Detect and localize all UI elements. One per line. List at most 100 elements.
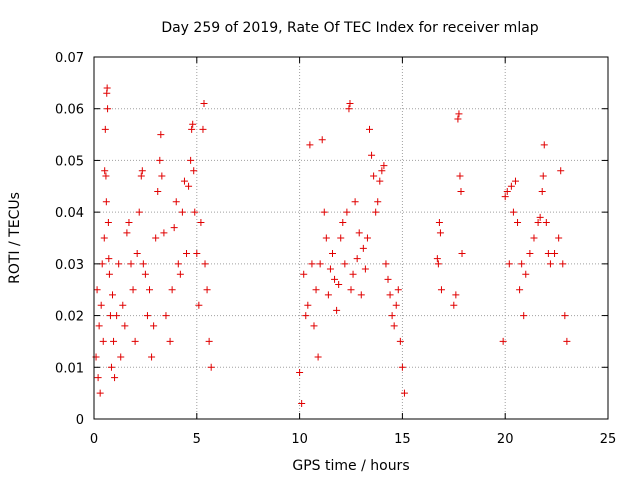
data-point-marker [337, 234, 345, 242]
data-point-marker [378, 167, 386, 175]
data-point-marker [104, 218, 112, 226]
data-point-marker [143, 312, 151, 320]
data-point-marker [339, 218, 347, 226]
data-point-marker [102, 172, 110, 180]
data-point-marker [200, 100, 208, 108]
data-point-marker [522, 270, 530, 278]
data-point-marker [195, 301, 203, 309]
data-point-marker [499, 337, 507, 345]
data-point-marker [351, 198, 359, 206]
data-point-marker [534, 218, 542, 226]
data-point-marker [207, 363, 215, 371]
data-markers [92, 84, 571, 407]
data-point-marker [205, 337, 213, 345]
data-point-marker [306, 141, 314, 149]
data-point-marker [437, 286, 445, 294]
data-point-marker [119, 301, 127, 309]
data-point-marker [450, 301, 458, 309]
data-point-marker [105, 270, 113, 278]
data-point-marker [392, 301, 400, 309]
plot-frame [93, 56, 609, 420]
data-point-marker [106, 312, 114, 320]
data-point-marker [398, 363, 406, 371]
data-point-marker [189, 120, 197, 128]
data-point-marker [117, 353, 125, 361]
data-point-marker [188, 125, 196, 133]
data-point-marker [298, 399, 306, 407]
data-point-marker [154, 187, 162, 195]
data-point-marker [388, 312, 396, 320]
data-point-marker [542, 218, 550, 226]
data-point-marker [302, 312, 310, 320]
data-point-marker [95, 322, 103, 330]
data-point-marker [511, 177, 519, 185]
data-point-marker [341, 260, 349, 268]
y-tick-label: 0.06 [55, 103, 84, 118]
data-point-marker [99, 337, 107, 345]
data-point-marker [121, 322, 129, 330]
data-point-marker [433, 255, 441, 263]
data-point-marker [359, 244, 367, 252]
data-point-marker [308, 260, 316, 268]
data-point-marker [561, 312, 569, 320]
data-point-marker [162, 312, 170, 320]
data-point-marker [150, 322, 158, 330]
data-point-marker [454, 115, 462, 123]
data-point-marker [452, 291, 460, 299]
data-point-marker [355, 229, 363, 237]
data-point-marker [361, 265, 369, 273]
data-point-marker [539, 172, 547, 180]
data-point-marker [158, 172, 166, 180]
data-point-marker [310, 322, 318, 330]
data-point-marker [559, 260, 567, 268]
data-point-marker [148, 353, 156, 361]
x-tick-label: 5 [193, 432, 201, 447]
data-point-marker [331, 275, 339, 283]
data-point-marker [380, 162, 388, 170]
data-point-marker [557, 167, 565, 175]
data-point-marker [374, 198, 382, 206]
data-point-marker [328, 250, 336, 258]
data-point-marker [507, 182, 515, 190]
data-point-marker [110, 337, 118, 345]
data-point-marker [100, 234, 108, 242]
y-tick-label: 0.07 [55, 51, 84, 66]
data-point-marker [103, 84, 111, 92]
data-point-marker [176, 270, 184, 278]
data-point-marker [129, 286, 137, 294]
data-point-marker [131, 337, 139, 345]
data-point-marker [191, 208, 199, 216]
data-point-marker [109, 291, 117, 299]
data-point-marker [168, 286, 176, 294]
data-point-marker [457, 187, 465, 195]
data-point-marker [146, 286, 154, 294]
data-point-marker [345, 105, 353, 113]
data-point-marker [357, 291, 365, 299]
data-point-marker [300, 270, 308, 278]
data-point-marker [127, 260, 135, 268]
data-point-marker [455, 110, 463, 118]
data-point-marker [353, 255, 361, 263]
data-point-marker [133, 250, 141, 258]
data-point-marker [178, 208, 186, 216]
data-point-marker [501, 193, 509, 201]
data-point-marker [324, 291, 332, 299]
data-point-marker [458, 250, 466, 258]
data-point-marker [400, 389, 408, 397]
data-point-marker [180, 177, 188, 185]
y-axis-label: ROTI / TECUs [7, 192, 23, 284]
data-point-marker [326, 265, 334, 273]
data-point-marker [201, 260, 209, 268]
data-point-marker [111, 374, 119, 382]
data-point-marker [546, 260, 554, 268]
data-point-marker [107, 363, 115, 371]
data-point-marker [174, 260, 182, 268]
data-point-marker [170, 224, 178, 232]
data-point-marker [363, 234, 371, 242]
data-point-marker [139, 260, 147, 268]
data-point-marker [322, 234, 330, 242]
data-point-marker [101, 125, 109, 133]
data-point-marker [349, 270, 357, 278]
data-point-marker [540, 141, 548, 149]
